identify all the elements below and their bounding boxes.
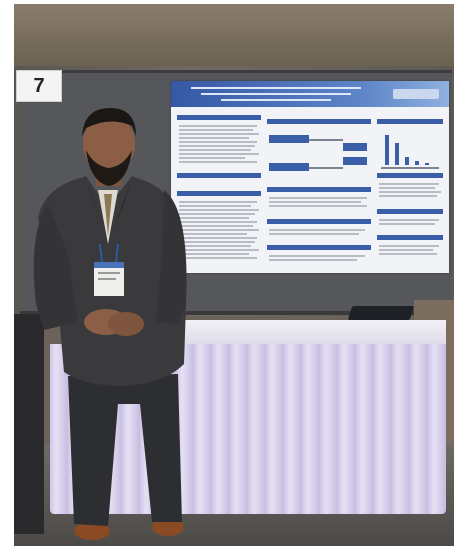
ceiling	[14, 4, 454, 66]
person-in-suit	[33, 108, 187, 540]
dark-stand	[14, 314, 44, 534]
photo: 7	[14, 4, 454, 546]
poster-title-banner	[171, 81, 449, 107]
booth-number-sign: 7	[16, 70, 62, 102]
research-poster	[171, 81, 449, 273]
